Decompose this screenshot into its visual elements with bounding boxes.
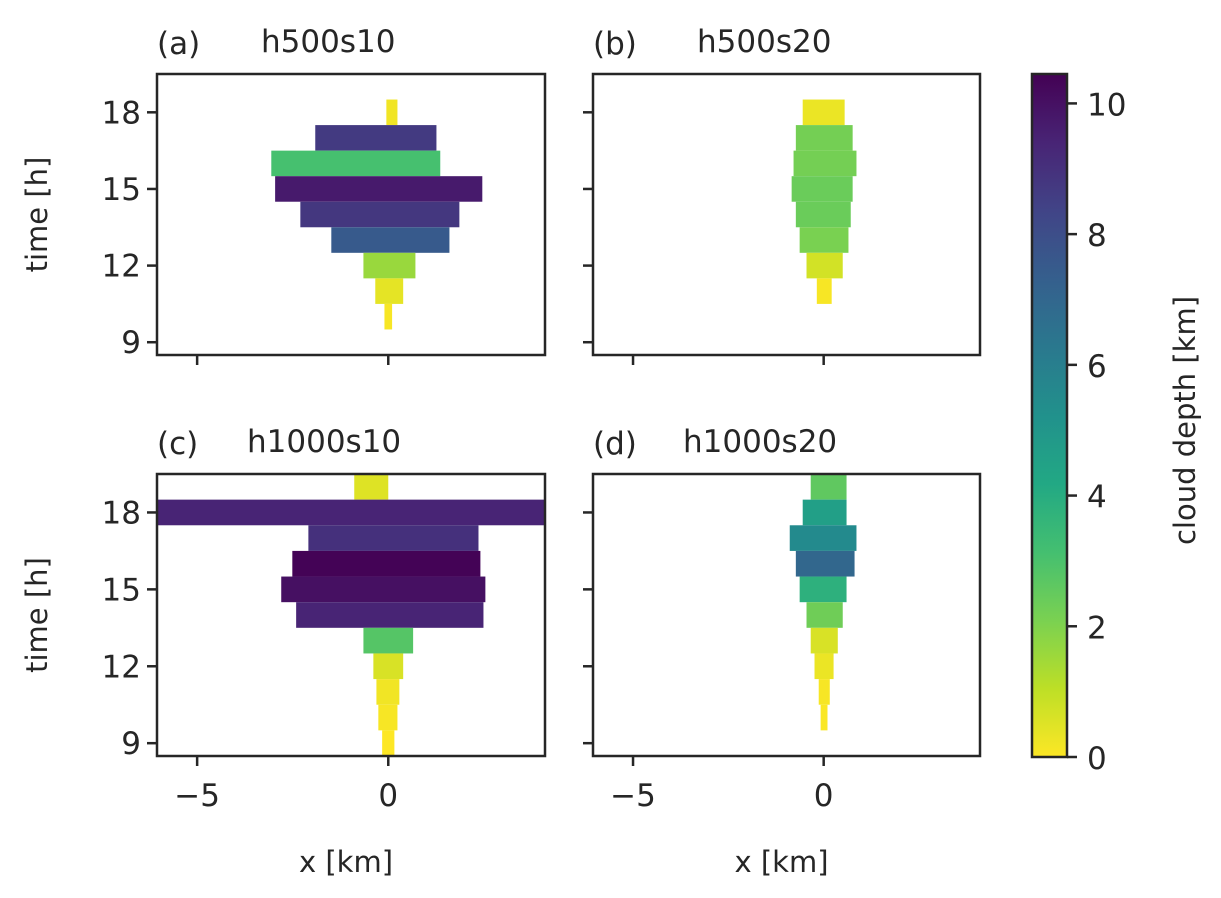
colorbar-frame <box>1030 72 1069 759</box>
cloud-cell-t14 <box>806 602 843 628</box>
colorbar-gradient <box>1032 74 1067 757</box>
axes-frame <box>591 472 982 758</box>
x-axis-label: x [km] <box>734 845 828 879</box>
cloud-cell-t11 <box>375 278 404 304</box>
cloud-cell-t13 <box>810 627 838 654</box>
cloud-cell-t15 <box>791 176 853 202</box>
cloud-cell-t12 <box>806 252 843 279</box>
cloud-cell-t16 <box>271 150 441 177</box>
colorbar-label: cloud depth [km] <box>1168 296 1202 545</box>
cloud-cell-t18 <box>386 99 398 126</box>
cloud-cell-t17 <box>315 125 437 151</box>
cloud-cell-t18 <box>802 99 845 126</box>
ytick-label: 18 <box>102 495 141 531</box>
panel-title: h500s20 <box>697 24 831 60</box>
ytick-label: 12 <box>102 249 141 285</box>
panel-b: (b) h500s20 <box>583 24 982 365</box>
colorbar-tick-label: 6 <box>1087 349 1107 385</box>
panel-d: −5 0 (d) h1000s20 x [km] <box>583 424 982 879</box>
cloud-cell-t15 <box>799 576 847 603</box>
xtick-label: −5 <box>610 778 656 814</box>
cloud-cells <box>271 99 483 330</box>
ytick-label: 15 <box>102 572 141 608</box>
colorbar-tick-label: 0 <box>1087 741 1107 777</box>
colorbar-tick-label: 2 <box>1087 610 1107 646</box>
cloud-cell-t17 <box>789 525 857 551</box>
xtick-label: 0 <box>378 778 398 814</box>
cloud-cell-t11 <box>816 278 832 304</box>
cloud-cell-t13 <box>363 627 414 654</box>
cloud-cell-t18 <box>157 499 545 526</box>
cloud-cell-t11 <box>818 679 830 705</box>
cloud-cell-t10 <box>820 704 828 731</box>
cloud-cell-t11 <box>376 679 400 705</box>
x-axis-label: x [km] <box>299 845 393 879</box>
panel-label: (c) <box>157 426 198 462</box>
cloud-cell-t16 <box>793 150 857 177</box>
panel-title: h1000s10 <box>247 424 401 460</box>
cloud-cells <box>789 474 857 731</box>
axes-frame <box>155 72 547 357</box>
cloud-cell-t9 <box>382 730 395 756</box>
cloud-cell-t13 <box>331 227 450 253</box>
panel-label: (b) <box>593 26 637 62</box>
cloud-cell-t14 <box>296 602 484 628</box>
cloud-cell-t12 <box>373 653 404 680</box>
cloud-cell-t17 <box>795 125 853 151</box>
cloud-cell-t16 <box>292 550 481 577</box>
cloud-cell-t10 <box>378 704 398 731</box>
cloud-cell-t12 <box>363 252 416 279</box>
cloud-cells <box>157 474 545 756</box>
cloud-cell-t15 <box>275 176 483 202</box>
cloud-cell-t19 <box>354 474 389 500</box>
panel-title: h1000s20 <box>683 424 837 460</box>
cloud-cell-t14 <box>795 201 851 228</box>
panel-a: 9 12 15 18 (a) h500s10 time [h] <box>20 24 547 365</box>
cloud-cell-t19 <box>810 474 847 500</box>
cloud-cell-t16 <box>795 550 855 577</box>
panel-c: 9 12 15 18 −5 0 (c) h1000s10 time [h] x [km] <box>20 424 547 879</box>
panel-label: (d) <box>593 426 637 462</box>
ytick-label: 9 <box>121 726 141 762</box>
cloud-cells <box>791 99 857 304</box>
xtick-label: −5 <box>174 778 220 814</box>
cloud-cell-t14 <box>300 201 460 228</box>
y-axis-label: time [h] <box>20 157 54 273</box>
panel-label: (a) <box>157 26 200 62</box>
ytick-label: 15 <box>102 172 141 208</box>
cloud-cell-t13 <box>799 227 849 253</box>
axes-frame <box>591 72 982 357</box>
colorbar-tick-label: 4 <box>1087 480 1107 516</box>
cloud-cell-t15 <box>281 576 486 603</box>
cloud-cell-t17 <box>308 525 479 551</box>
axes-frame <box>155 472 547 758</box>
ytick-label: 18 <box>102 95 141 131</box>
colorbar: 0 2 4 6 8 10 cloud depth [km] <box>1030 72 1202 777</box>
colorbar-tick-label: 8 <box>1087 218 1107 254</box>
y-axis-label: time [h] <box>20 557 54 673</box>
colorbar-tick-label: 10 <box>1087 87 1126 123</box>
cloud-cell-t10 <box>384 303 393 330</box>
cloud-cell-t12 <box>814 653 834 680</box>
cloud-cell-t18 <box>802 499 847 526</box>
panel-title: h500s10 <box>261 24 395 60</box>
ytick-label: 12 <box>102 649 141 685</box>
xtick-label: 0 <box>814 778 834 814</box>
ytick-label: 9 <box>121 325 141 361</box>
